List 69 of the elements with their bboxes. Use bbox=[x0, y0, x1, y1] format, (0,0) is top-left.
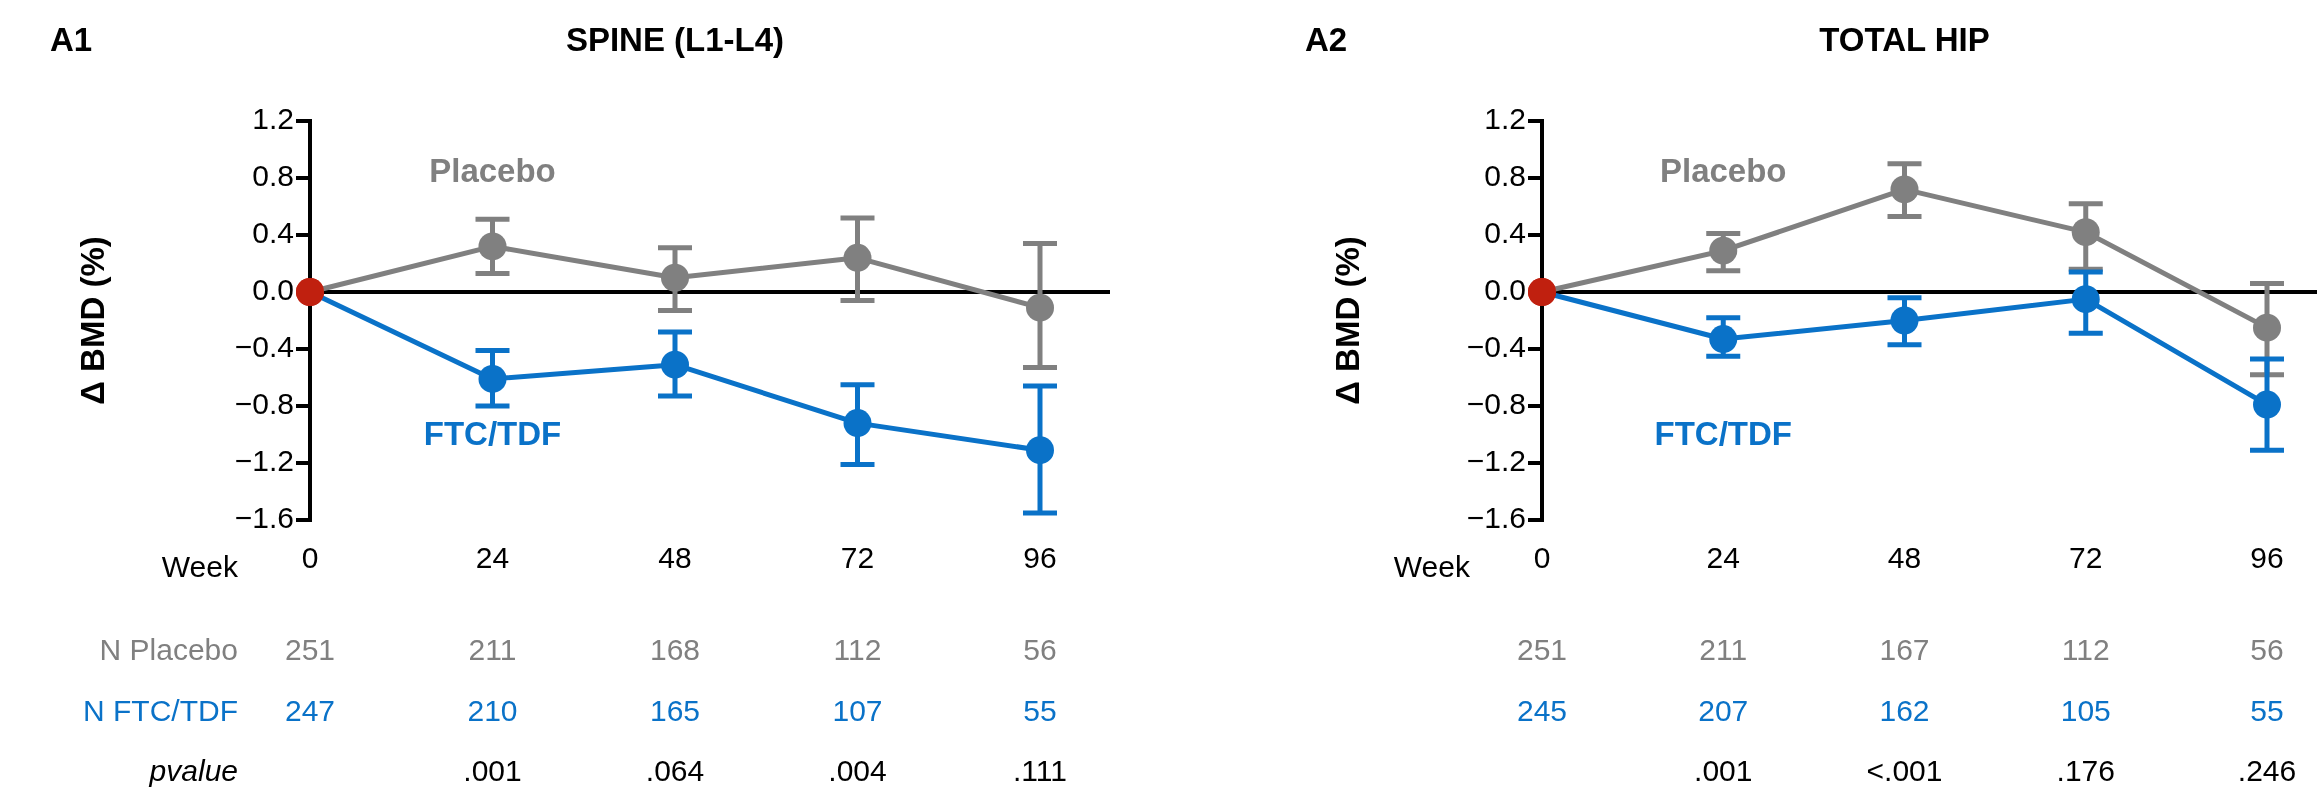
text: 165 bbox=[649, 694, 701, 728]
text: .001 bbox=[1694, 754, 1753, 788]
text: 247 bbox=[284, 694, 336, 728]
text: .176 bbox=[2056, 754, 2115, 788]
y-tick-label: −0.8 bbox=[1466, 387, 1526, 421]
x-tick-label: 48 bbox=[1887, 541, 1922, 575]
y-tick-label: 1.2 bbox=[1484, 102, 1526, 136]
text: 168 bbox=[649, 633, 701, 667]
chart-subtitle: A2 bbox=[1305, 21, 1348, 59]
text: 56 bbox=[2250, 633, 2284, 667]
x-tick-label: 24 bbox=[475, 541, 510, 575]
y-tick-label: 0.4 bbox=[1484, 216, 1526, 250]
text: <.001 bbox=[1866, 754, 1943, 788]
text: 112 bbox=[833, 633, 882, 667]
chart-subtitle: A1 bbox=[50, 21, 93, 59]
text: 105 bbox=[2060, 694, 2111, 728]
text: 211 bbox=[468, 633, 517, 667]
x-tick-label: 96 bbox=[1023, 541, 1057, 575]
x-tick-label: 72 bbox=[2069, 541, 2103, 575]
y-tick-label: 1.2 bbox=[252, 102, 294, 136]
y-tick-label: 0.4 bbox=[252, 216, 294, 250]
y-tick-label: 0.8 bbox=[1484, 159, 1526, 193]
x-tick-label: 72 bbox=[840, 541, 875, 575]
y-tick-label: −1.6 bbox=[1466, 501, 1526, 535]
y-tick-label: −1.2 bbox=[1466, 444, 1526, 478]
text: 56 bbox=[1023, 633, 1057, 667]
text: 245 bbox=[1516, 694, 1568, 728]
text: 207 bbox=[1698, 694, 1749, 728]
text: .064 bbox=[645, 754, 705, 788]
series-label: Placebo bbox=[429, 151, 556, 189]
chart-title: TOTAL HIP bbox=[1819, 21, 1990, 59]
text: 107 bbox=[832, 694, 883, 728]
text: N FTC/TDF bbox=[83, 694, 238, 728]
series-label: FTC/TDF bbox=[423, 415, 562, 453]
text: 112 bbox=[2061, 633, 2110, 667]
x-tick-label: 96 bbox=[2250, 541, 2284, 575]
text: .246 bbox=[2237, 754, 2297, 788]
y-tick-label: 0.8 bbox=[252, 159, 294, 193]
text: .111 bbox=[1013, 754, 1067, 788]
chart-title: SPINE (L1-L4) bbox=[565, 21, 785, 59]
x-tick-label: 0 bbox=[1533, 541, 1551, 575]
text: FTC/TDF bbox=[1654, 415, 1792, 453]
text: 211 bbox=[1699, 633, 1748, 667]
y-tick-label: −0.8 bbox=[234, 387, 294, 421]
x-tick-label: 48 bbox=[658, 541, 692, 575]
y-tick-label: 0.0 bbox=[252, 273, 294, 307]
y-tick-label: 0.0 bbox=[1484, 273, 1526, 307]
y-tick-label: −0.4 bbox=[1466, 330, 1526, 364]
y-axis-title: Δ BMD (%) bbox=[1328, 236, 1366, 405]
x-axis-title: Week bbox=[1393, 550, 1471, 584]
text: 167 bbox=[1879, 633, 1930, 667]
text: 251 bbox=[284, 633, 336, 667]
text: 162 bbox=[1879, 694, 1930, 728]
text: 55 bbox=[2250, 694, 2284, 728]
x-tick-label: 24 bbox=[1706, 541, 1740, 575]
text: 251 bbox=[1516, 633, 1568, 667]
y-tick-label: −1.6 bbox=[234, 501, 294, 535]
text: 55 bbox=[1023, 694, 1057, 728]
text: .001 bbox=[463, 754, 522, 788]
text: N Placebo bbox=[99, 633, 238, 667]
text: pvalue bbox=[148, 754, 238, 788]
text: .004 bbox=[828, 754, 887, 788]
series-label: Placebo bbox=[1659, 151, 1787, 189]
text: 210 bbox=[467, 694, 518, 728]
y-tick-label: −1.2 bbox=[234, 444, 294, 478]
y-tick-label: −0.4 bbox=[234, 330, 294, 364]
x-tick-label: 0 bbox=[301, 541, 319, 575]
x-axis-title: Week bbox=[161, 550, 239, 584]
y-axis-title: Δ BMD (%) bbox=[73, 236, 111, 405]
